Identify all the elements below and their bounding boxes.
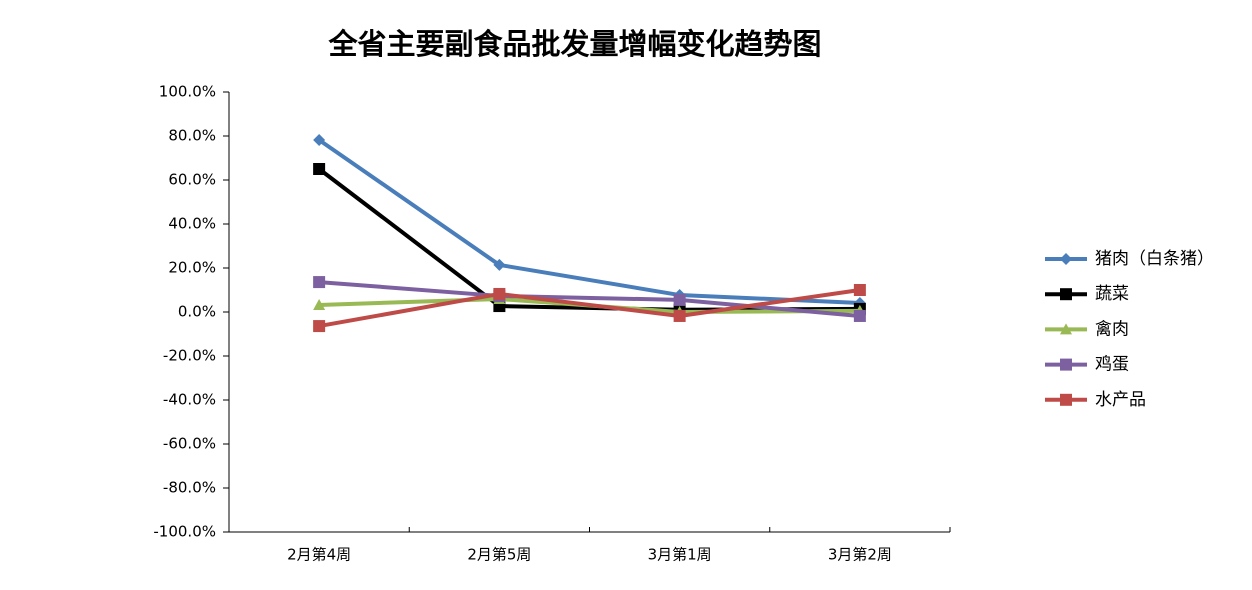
data-point: [853, 284, 866, 296]
x-tick-label: 2月第4周: [287, 546, 351, 564]
x-tick-label: 3月第1周: [648, 546, 712, 564]
data-point: [313, 276, 326, 289]
legend-marker: [1060, 288, 1072, 301]
y-tick-label: 40.0%: [168, 215, 216, 233]
data-point: [493, 287, 506, 300]
y-tick-label: -20.0%: [163, 347, 216, 365]
data-point: [673, 293, 686, 306]
data-point: [313, 320, 326, 333]
legend-label: 水产品: [1095, 390, 1146, 410]
y-tick-label: -60.0%: [163, 435, 216, 453]
x-tick-label: 3月第2周: [828, 546, 892, 564]
data-point: [313, 298, 326, 310]
y-tick-label: -40.0%: [163, 391, 216, 409]
legend-marker: [1060, 358, 1072, 371]
series-line: [318, 288, 861, 329]
y-tick-label: 80.0%: [168, 127, 216, 145]
legend-label: 禽肉: [1095, 319, 1129, 339]
data-point: [673, 309, 686, 322]
data-point: [493, 258, 506, 271]
legend-label: 鸡蛋: [1095, 355, 1129, 375]
legend-label: 蔬菜: [1095, 284, 1129, 304]
y-tick-label: 20.0%: [168, 259, 216, 277]
data-point: [313, 163, 326, 175]
legend-label: 猪肉（白条猪）: [1095, 249, 1214, 269]
data-point: [853, 309, 866, 322]
legend-marker: [1060, 323, 1072, 335]
y-tick-label: -100.0%: [153, 523, 216, 541]
legend-marker: [1060, 393, 1072, 406]
y-tick-label: -80.0%: [163, 479, 216, 497]
y-tick-label: 100.0%: [159, 83, 216, 101]
series-line: [318, 280, 861, 318]
legend-marker: [1060, 253, 1072, 265]
y-tick-label: 60.0%: [168, 171, 216, 189]
series-line: [317, 138, 860, 305]
chart-title: 全省主要副食品批发量增幅变化趋势图: [327, 27, 821, 61]
data-point: [313, 133, 326, 146]
y-tick-label: 0.0%: [178, 303, 216, 321]
x-tick-label: 2月第5周: [467, 546, 531, 564]
